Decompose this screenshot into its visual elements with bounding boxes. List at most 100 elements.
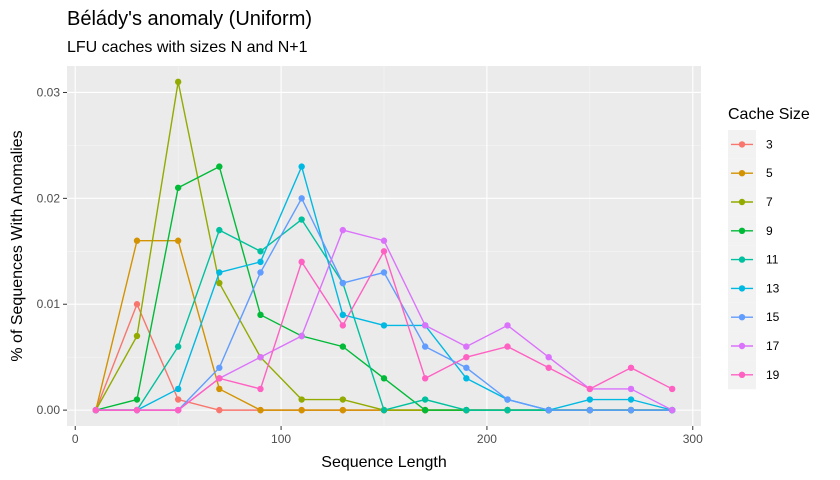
data-point-19 <box>339 322 347 329</box>
series-points <box>92 78 676 414</box>
data-point-9 <box>216 163 223 170</box>
x-axis-title: Sequence Length <box>321 454 446 471</box>
data-point-17 <box>627 385 635 393</box>
legend-label-13: 13 <box>766 281 780 295</box>
data-point-13 <box>627 396 635 403</box>
data-point-11 <box>298 216 305 223</box>
x-axis: 0 100 200 300 <box>72 426 703 446</box>
legend-label-9: 9 <box>766 224 773 238</box>
data-point-15 <box>627 406 635 414</box>
data-point-19 <box>504 343 511 350</box>
data-point-13 <box>216 269 223 276</box>
data-point-9 <box>380 375 388 382</box>
data-point-11 <box>216 226 223 234</box>
data-point-15 <box>504 396 511 403</box>
data-point-9 <box>133 396 141 403</box>
legend-key-point <box>738 342 746 350</box>
data-point-5 <box>216 385 223 393</box>
legend-label-5: 5 <box>766 166 773 180</box>
data-point-13 <box>339 311 347 319</box>
x-tick-label: 100 <box>271 432 291 446</box>
data-point-15 <box>463 364 470 371</box>
legend-key-point <box>738 227 746 234</box>
data-point-19 <box>92 406 100 414</box>
y-tick-label: 0.00 <box>37 403 61 417</box>
legend-label-11: 11 <box>766 253 779 267</box>
data-point-15 <box>380 269 388 276</box>
legend-label-17: 17 <box>766 339 780 353</box>
data-point-3 <box>216 406 223 414</box>
y-tick-label: 0.03 <box>37 85 61 99</box>
data-point-17 <box>668 406 676 414</box>
x-tick-label: 300 <box>683 432 703 446</box>
data-point-19 <box>627 364 635 371</box>
data-point-17 <box>504 322 511 329</box>
data-point-19 <box>463 353 470 361</box>
legend-key-point <box>738 198 746 206</box>
data-point-5 <box>257 406 264 414</box>
data-point-7 <box>339 396 347 403</box>
data-point-15 <box>421 343 429 350</box>
legend: Cache Size 3 5 7 9 11 13 15 17 19 <box>728 106 810 390</box>
legend-key-point <box>738 314 746 321</box>
data-point-17 <box>380 237 388 244</box>
data-point-19 <box>380 248 388 255</box>
data-point-15 <box>298 195 305 202</box>
data-point-17 <box>298 332 305 340</box>
y-axis: 0.00 0.01 0.02 0.03 <box>37 85 67 417</box>
data-point-15 <box>339 279 347 287</box>
data-point-17 <box>339 226 347 234</box>
data-point-5 <box>174 237 182 244</box>
y-axis-title: % of Sequences With Anomalies <box>9 130 26 361</box>
data-point-19 <box>174 406 182 414</box>
data-point-11 <box>257 248 264 255</box>
legend-label-7: 7 <box>766 195 773 209</box>
data-point-9 <box>421 406 429 414</box>
data-point-15 <box>545 406 552 414</box>
legend-key-point <box>738 371 746 378</box>
data-point-13 <box>586 396 594 403</box>
data-point-11 <box>421 396 429 403</box>
data-point-15 <box>257 269 264 276</box>
data-point-19 <box>668 385 676 393</box>
data-point-7 <box>133 332 141 340</box>
chart-subtitle: LFU caches with sizes N and N+1 <box>67 39 308 56</box>
legend-key-point <box>738 141 746 148</box>
data-point-3 <box>174 396 182 403</box>
data-point-11 <box>504 406 511 414</box>
data-point-13 <box>257 258 264 266</box>
data-point-13 <box>463 375 470 382</box>
data-point-3 <box>133 301 141 308</box>
y-tick-label: 0.01 <box>37 297 61 311</box>
x-tick-label: 0 <box>72 432 79 446</box>
legend-key-point <box>738 256 746 263</box>
data-point-13 <box>380 322 388 329</box>
data-point-11 <box>463 406 470 414</box>
data-point-9 <box>257 311 264 319</box>
data-point-17 <box>545 353 552 361</box>
data-point-17 <box>463 343 470 350</box>
legend-key-point <box>738 285 746 292</box>
legend-label-15: 15 <box>766 310 780 324</box>
data-point-19 <box>257 385 264 393</box>
data-point-9 <box>174 184 182 191</box>
data-point-5 <box>339 406 347 414</box>
chart-title: Bélády's anomaly (Uniform) <box>67 8 312 30</box>
data-point-19 <box>133 406 141 414</box>
data-point-7 <box>216 279 223 287</box>
data-point-19 <box>216 375 223 382</box>
data-point-17 <box>257 353 264 361</box>
legend-label-3: 3 <box>766 137 773 151</box>
y-tick-label: 0.02 <box>37 191 61 205</box>
data-point-5 <box>298 406 305 414</box>
data-point-13 <box>174 385 182 393</box>
data-point-9 <box>339 343 347 350</box>
data-point-17 <box>421 322 429 329</box>
data-point-15 <box>216 364 223 371</box>
data-point-15 <box>586 406 594 414</box>
data-point-5 <box>133 237 141 244</box>
x-tick-label: 200 <box>477 432 497 446</box>
data-point-19 <box>586 385 594 393</box>
minor-gridlines <box>67 66 701 426</box>
